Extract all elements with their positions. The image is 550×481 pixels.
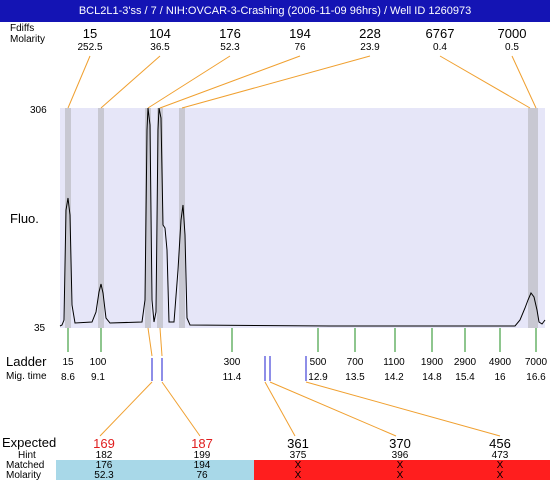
connector-line [161,381,201,437]
molarity-value: X [294,470,302,481]
molarity-value: 52.3 [94,470,114,481]
matched-label: Matched [6,460,45,471]
hint-value: 182 [95,450,113,461]
peak-molarity: 0.4 [433,42,447,53]
hint-label: Hint [18,450,36,461]
connector-line [305,381,501,437]
peak-size: 7000 [497,26,527,41]
peak-size: 104 [149,26,171,41]
peak-band [179,108,185,328]
peak-band [528,108,533,328]
ladder-time: 14.2 [384,372,404,383]
y-axis-label: Fluo. [10,211,39,226]
peak-size: 6767 [425,26,455,41]
connector-line [269,381,397,437]
y-min-label: 35 [34,323,46,334]
connector-line [439,55,531,109]
fluorescence-trace [59,107,546,327]
hint-value: 199 [193,450,211,461]
ladder-size: 4900 [488,357,512,368]
mig-time-label: Mig. time [6,371,47,382]
connector-line [147,327,153,357]
fdiffs-label: Fdiffs [10,23,35,34]
connector-line [100,55,161,109]
hint-value: 473 [491,450,509,461]
ladder-size: 500 [309,357,327,368]
ladder-time: 16 [494,372,506,383]
ladder-time: 15.4 [455,372,475,383]
peak-size: 228 [359,26,381,41]
ladder-time: 8.6 [61,372,75,383]
peak-band [533,108,538,328]
connector-line [181,55,371,109]
ladder-size: 700 [346,357,364,368]
expected-value: 187 [191,436,213,451]
matched-value: X [294,460,302,471]
connector-line [99,381,153,437]
peak-molarity: 23.9 [360,42,380,53]
connector-line [264,381,296,437]
ladder-size: 7000 [524,357,548,368]
expected-value: 370 [389,436,411,451]
matched-value: X [396,460,404,471]
ladder-size: 100 [89,357,107,368]
connector-line [511,55,537,109]
ladder-time: 12.9 [308,372,328,383]
molarity-value: X [396,470,404,481]
bottom-connectors [99,327,501,437]
matched-value: X [496,460,504,471]
ladder-time: 16.6 [526,372,546,383]
ladder-label: Ladder [6,354,47,369]
ladder-size: 15 [62,357,74,368]
ladder-size: 1100 [383,357,405,368]
matched-row-bg [56,460,254,480]
peak-molarity: 76 [294,42,306,53]
plot-area [60,108,545,328]
molarity-label-top: Molarity [10,34,46,45]
ladder-size: 2900 [453,357,477,368]
peak-band [65,108,71,328]
peak-molarity: 52.3 [220,42,240,53]
ladder-time: 14.8 [422,372,442,383]
hint-value: 375 [289,450,307,461]
peak-molarity: 36.5 [150,42,170,53]
peak-band [98,108,104,328]
ladder-time: 9.1 [91,372,105,383]
matched-value: 194 [193,460,211,471]
unmatched-row-bg [254,460,550,480]
matched-value: 176 [95,460,113,471]
molarity-value: 76 [196,470,208,481]
peak-size: 15 [82,26,98,41]
connector-line [159,327,163,357]
ladder-time: 13.5 [345,372,365,383]
expected-markers [151,356,307,381]
ladder-time: 11.4 [222,372,242,383]
expected-label: Expected [2,435,57,450]
peak-molarity: 252.5 [77,42,103,53]
hint-value: 396 [391,450,409,461]
connector-line [67,55,91,109]
peak-band [157,108,163,328]
expected-value: 456 [489,436,511,451]
peak-size: 194 [289,26,311,41]
peak-molarity: 0.5 [505,42,519,53]
connector-line [147,55,231,109]
ladder-size: 300 [223,357,241,368]
molarity-value: X [496,470,504,481]
peak-size: 176 [219,26,241,41]
peak-bands [65,108,538,328]
ladder-ticks [67,328,537,352]
expected-value: 169 [93,436,115,451]
expected-value: 361 [287,436,309,451]
y-max-label: 306 [30,105,47,116]
peak-band [145,108,151,328]
connector-line [159,55,301,109]
window-title: BCL2L1-3'ss / 7 / NIH:OVCAR-3-Crashing (… [0,0,550,22]
top-connectors [67,55,537,109]
ladder-size: 1900 [420,357,444,368]
molarity-label-bottom: Molarity [6,470,42,481]
